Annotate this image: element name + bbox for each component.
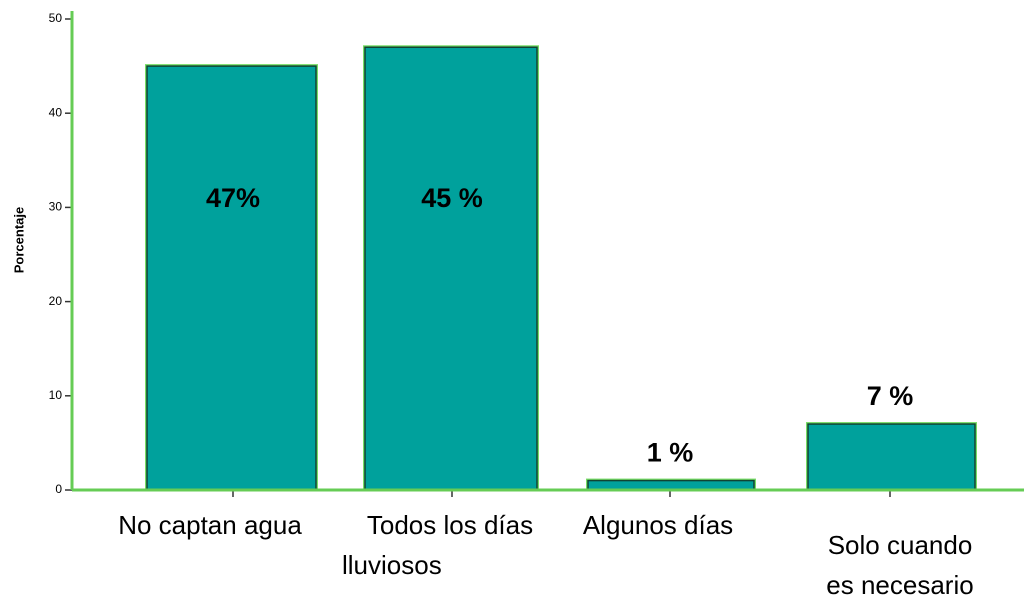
x-tick-label: es necesario	[826, 570, 973, 596]
annotation: 45 %	[421, 183, 483, 213]
y-axis-label: Porcentaje	[11, 207, 26, 273]
annotation: 7 %	[867, 381, 914, 411]
y-tick-label: 20	[49, 294, 63, 308]
bar	[146, 65, 317, 491]
bar	[364, 46, 538, 491]
x-tick-label: lluviosos	[342, 550, 442, 580]
x-tick-label: No captan agua	[118, 510, 302, 540]
y-tick-label: 50	[49, 11, 63, 25]
y-tick-label: 40	[49, 105, 63, 119]
x-tick-label: Algunos días	[583, 510, 733, 540]
y-tick-label: 30	[49, 200, 63, 214]
x-tick-label: Solo cuando	[828, 530, 973, 560]
annotation: 47%	[206, 183, 260, 213]
annotation: 1 %	[647, 438, 694, 468]
bar	[807, 423, 976, 491]
y-tick-label: 10	[49, 388, 63, 402]
y-tick-label: 0	[55, 482, 62, 496]
x-tick-label: Todos los días	[367, 510, 533, 540]
